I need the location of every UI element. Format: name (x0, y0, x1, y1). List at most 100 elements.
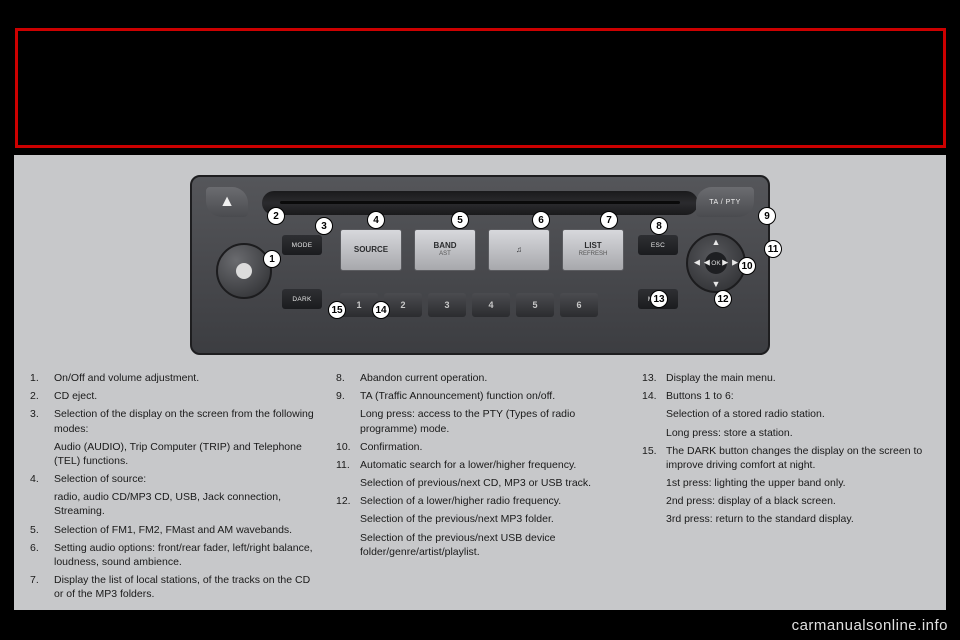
mode-button: MODE (282, 235, 322, 255)
item-number: 7. (30, 573, 54, 601)
description-item: 10.Confirmation. (336, 440, 624, 454)
item-text: Abandon current operation. (360, 371, 624, 385)
callout-9: 9 (758, 207, 776, 225)
band-button: BAND AST (414, 229, 476, 271)
item-text: Display the list of local stations, of t… (54, 573, 318, 601)
callout-11: 11 (764, 240, 782, 258)
description-item: 13.Display the main menu. (642, 371, 930, 385)
nav-down-icon: ▼ (712, 279, 721, 289)
item-subtext: Selection of the previous/next USB devic… (360, 531, 624, 559)
callout-14: 14 (372, 301, 390, 319)
item-number: 3. (30, 407, 54, 435)
item-subtext: 3rd press: return to the standard displa… (666, 512, 930, 526)
item-text: Setting audio options: front/rear fader,… (54, 541, 318, 569)
item-subtext: Selection of the previous/next MP3 folde… (360, 512, 624, 526)
item-number: 12. (336, 494, 360, 508)
item-text: Confirmation. (360, 440, 624, 454)
description-item: 12.Selection of a lower/higher radio fre… (336, 494, 624, 508)
preset-2: 2 (384, 293, 422, 317)
item-subtext: Selection of previous/next CD, MP3 or US… (360, 476, 624, 490)
music-icon: ♫ (516, 246, 522, 255)
item-text: Selection of the display on the screen f… (54, 407, 318, 435)
description-item: 5.Selection of FM1, FM2, FMast and AM wa… (30, 523, 318, 537)
description-item: 14.Buttons 1 to 6: (642, 389, 930, 403)
cd-slot (262, 191, 698, 215)
description-item: 9.TA (Traffic Announcement) function on/… (336, 389, 624, 403)
description-item: 7.Display the list of local stations, of… (30, 573, 318, 601)
item-number: 13. (642, 371, 666, 385)
callout-3: 3 (315, 217, 333, 235)
description-columns: 1.On/Off and volume adjustment. 2.CD ejec… (30, 371, 930, 600)
item-number: 11. (336, 458, 360, 472)
list-button: LIST REFRESH (562, 229, 624, 271)
item-subtext: 1st press: lighting the upper band only. (666, 476, 930, 490)
navigation-pad: OK ▲ ▼ ◄◄ ►► (686, 233, 746, 293)
item-text: Selection of FM1, FM2, FMast and AM wave… (54, 523, 318, 537)
audio-settings-button: ♫ (488, 229, 550, 271)
item-number: 5. (30, 523, 54, 537)
item-subtext: Long press: store a station. (666, 426, 930, 440)
item-number: 4. (30, 472, 54, 486)
description-item: 8.Abandon current operation. (336, 371, 624, 385)
description-item: 1.On/Off and volume adjustment. (30, 371, 318, 385)
item-subtext: 2nd press: display of a black screen. (666, 494, 930, 508)
description-item: 4.Selection of source: (30, 472, 318, 486)
description-col-1: 1.On/Off and volume adjustment. 2.CD ejec… (30, 371, 318, 600)
item-number: 15. (642, 444, 666, 472)
eject-button: ▲ (206, 187, 248, 217)
item-text: On/Off and volume adjustment. (54, 371, 318, 385)
esc-button: ESC (638, 235, 678, 255)
band-sublabel: AST (439, 251, 451, 258)
list-label: LIST (584, 242, 601, 251)
item-text: Automatic search for a lower/higher freq… (360, 458, 624, 472)
description-item: 2.CD eject. (30, 389, 318, 403)
nav-up-icon: ▲ (712, 237, 721, 247)
nav-right-icon: ►► (720, 258, 740, 269)
item-text: Display the main menu. (666, 371, 930, 385)
description-item: 6.Setting audio options: front/rear fade… (30, 541, 318, 569)
callout-10: 10 (738, 257, 756, 275)
volume-knob (216, 243, 272, 299)
item-text: Selection of source: (54, 472, 318, 486)
item-number: 6. (30, 541, 54, 569)
description-item: 3.Selection of the display on the screen… (30, 407, 318, 435)
callout-15: 15 (328, 301, 346, 319)
description-col-2: 8.Abandon current operation.9.TA (Traffi… (336, 371, 624, 600)
item-number: 14. (642, 389, 666, 403)
header-frame (18, 28, 946, 148)
item-number: 2. (30, 389, 54, 403)
description-item: 15.The DARK button changes the display o… (642, 444, 930, 472)
source-label: SOURCE (354, 246, 388, 255)
description-col-3: 13.Display the main menu.14.Buttons 1 to… (642, 371, 930, 600)
callout-4: 4 (367, 211, 385, 229)
item-subtext: Audio (AUDIO), Trip Computer (TRIP) and … (54, 440, 318, 468)
item-text: Selection of a lower/higher radio freque… (360, 494, 624, 508)
content-panel: ▲ TA / PTY MODE DARK ESC MENU SOURCE BAN… (14, 155, 946, 610)
item-text: CD eject. (54, 389, 318, 403)
description-item: 11.Automatic search for a lower/higher f… (336, 458, 624, 472)
callout-2: 2 (267, 207, 285, 225)
eject-icon: ▲ (219, 193, 235, 211)
callout-7: 7 (600, 211, 618, 229)
preset-3: 3 (428, 293, 466, 317)
item-number: 10. (336, 440, 360, 454)
watermark: carmanualsonline.info (792, 617, 948, 634)
item-subtext: Selection of a stored radio station. (666, 407, 930, 421)
dark-button: DARK (282, 289, 322, 309)
item-text: The DARK button changes the display on t… (666, 444, 930, 472)
callout-6: 6 (532, 211, 550, 229)
item-subtext: Long press: access to the PTY (Types of … (360, 407, 624, 435)
callout-13: 13 (650, 290, 668, 308)
preset-4: 4 (472, 293, 510, 317)
source-button: SOURCE (340, 229, 402, 271)
ta-pty-button: TA / PTY (696, 187, 754, 217)
item-subtext: radio, audio CD/MP3 CD, USB, Jack connec… (54, 490, 318, 518)
item-text: Buttons 1 to 6: (666, 389, 930, 403)
callout-1: 1 (263, 250, 281, 268)
nav-left-icon: ◄◄ (692, 258, 712, 269)
item-number: 8. (336, 371, 360, 385)
item-text: TA (Traffic Announcement) function on/of… (360, 389, 624, 403)
list-sublabel: REFRESH (579, 251, 608, 258)
callout-5: 5 (451, 211, 469, 229)
item-number: 9. (336, 389, 360, 403)
